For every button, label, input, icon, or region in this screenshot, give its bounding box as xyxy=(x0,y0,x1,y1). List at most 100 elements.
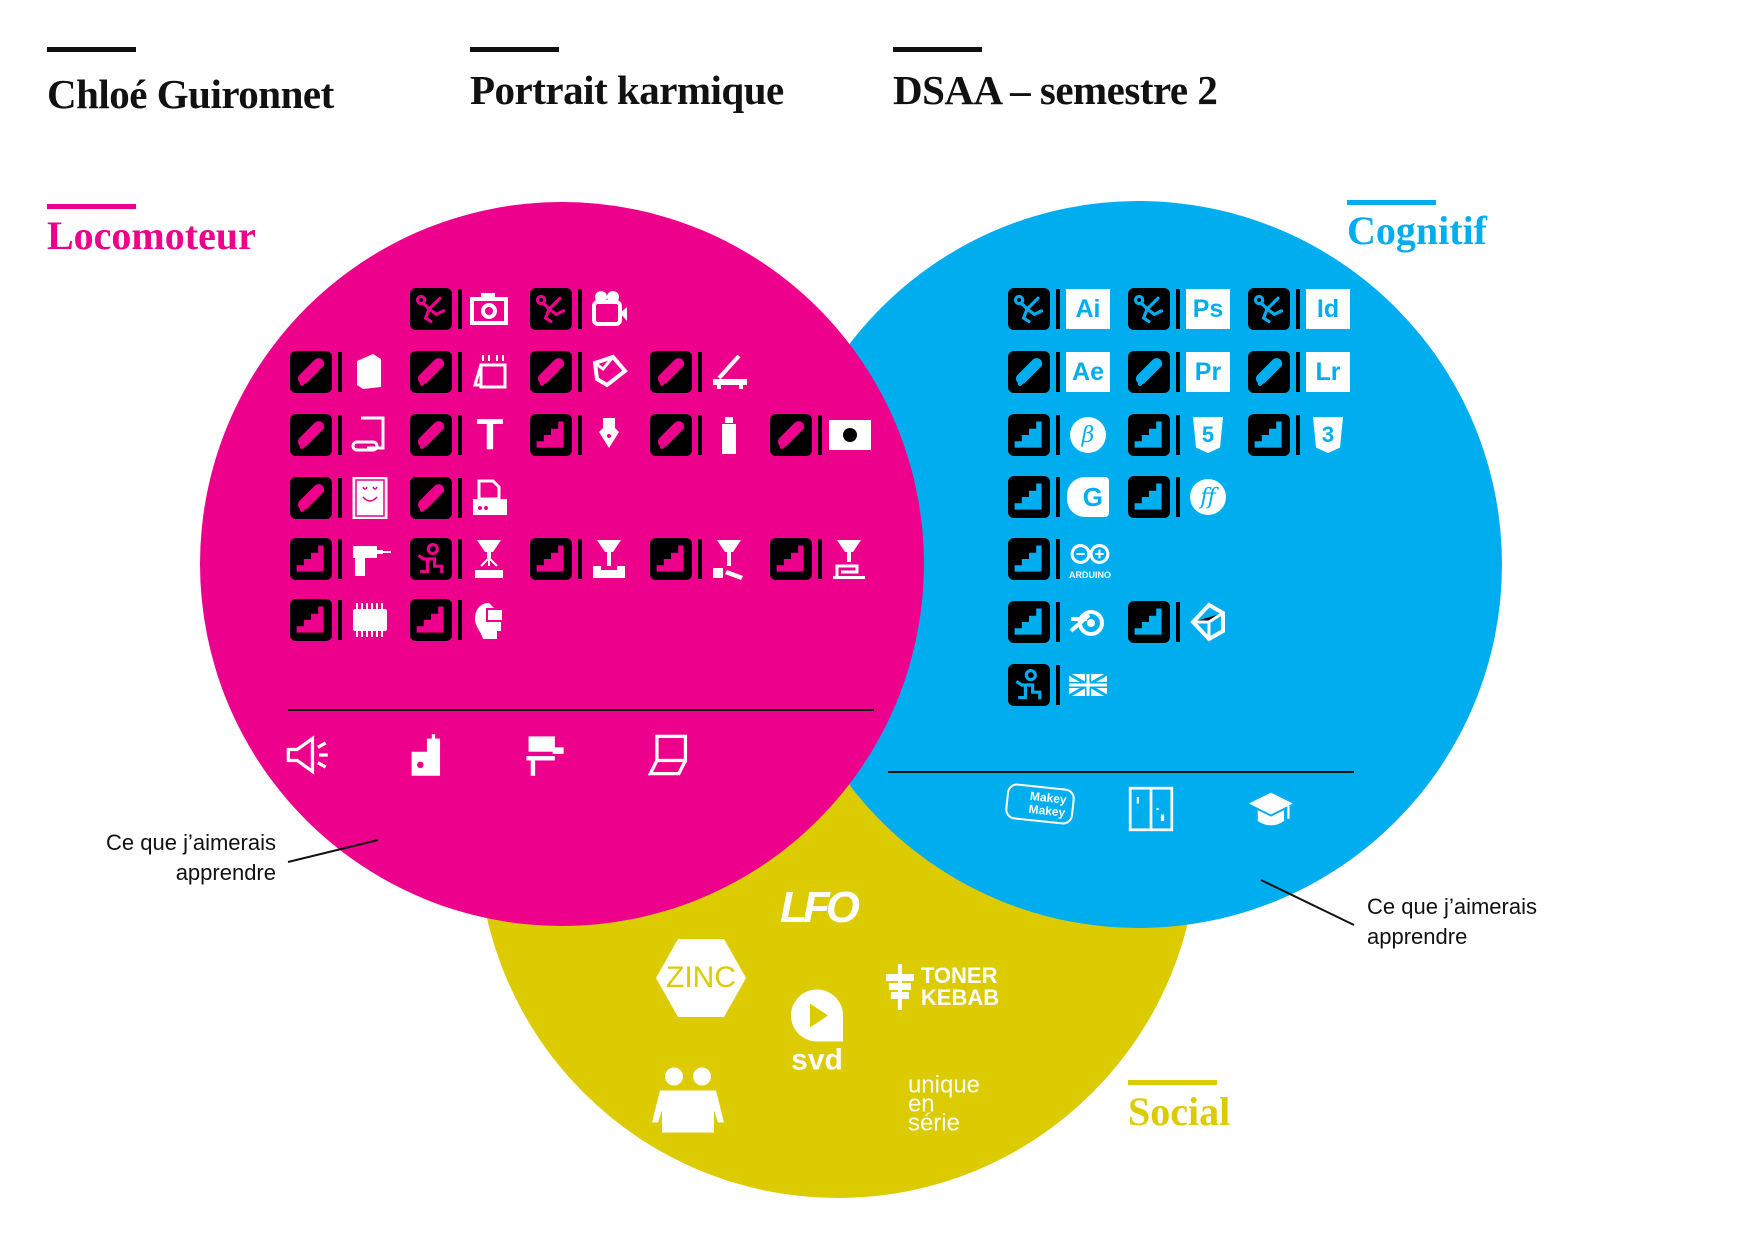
divider xyxy=(338,415,342,455)
sewing-machine-icon xyxy=(405,732,451,778)
figure-sitting-icon xyxy=(410,538,452,580)
cognitif-skill-fontforge: ff xyxy=(1128,475,1230,519)
stairs-icon xyxy=(1008,538,1050,580)
unique-en-serie-logo: unique en série xyxy=(907,1071,981,1137)
fontforge-icon: ff xyxy=(1186,476,1230,518)
cnc-mill-icon xyxy=(588,538,632,580)
zinc-logo: ZINC xyxy=(656,939,746,1017)
locomoteur-rule xyxy=(47,204,136,209)
note-right-line-1: Ce que j’aimerais xyxy=(1367,894,1537,919)
locomoteur-skill-smiley-drawing xyxy=(290,476,392,520)
locomoteur-label: Locomoteur xyxy=(47,213,256,258)
typography-icon: T xyxy=(476,410,504,459)
divider xyxy=(1056,477,1060,517)
spray-can-icon xyxy=(708,414,752,456)
people-icon xyxy=(650,1067,726,1138)
lightroom-label: Lr xyxy=(1306,352,1350,392)
divider xyxy=(1176,289,1180,329)
illustrator-label: Ai xyxy=(1066,289,1110,329)
vr-headset-icon xyxy=(468,599,512,641)
skateboard-icon xyxy=(1248,351,1290,393)
locomoteur-skill-vr-headset xyxy=(410,598,512,642)
megaphone-icon xyxy=(284,732,330,778)
divider xyxy=(1176,352,1180,392)
microchip-icon xyxy=(348,599,392,641)
skateboard-icon xyxy=(650,351,692,393)
indesign-icon: Id xyxy=(1306,288,1350,330)
locomoteur-skill-laser-cutter xyxy=(410,537,512,581)
stairs-icon xyxy=(530,538,572,580)
camera-icon xyxy=(468,288,512,330)
canvas-frame-icon xyxy=(468,351,512,393)
stairs-icon xyxy=(1248,414,1290,456)
cognitif-skill-illustrator: Ai xyxy=(1008,287,1110,331)
premiere-icon: Pr xyxy=(1186,351,1230,393)
stairs-icon xyxy=(1128,601,1170,643)
cognitif-label: Cognitif xyxy=(1347,208,1487,253)
project-title: Portrait karmique xyxy=(470,67,784,113)
divider xyxy=(458,539,462,579)
paper-cutter-icon xyxy=(708,351,752,393)
locomoteur-skill-sticker xyxy=(770,413,872,457)
skateboard-icon xyxy=(290,351,332,393)
photoshop-icon: Ps xyxy=(1186,288,1230,330)
skateboard-icon xyxy=(530,351,572,393)
divider xyxy=(698,415,702,455)
divider xyxy=(1056,665,1060,705)
zinc-logo-text: ZINC xyxy=(666,961,736,994)
social-rule xyxy=(1128,1080,1217,1085)
svd-text: svd xyxy=(791,1043,843,1077)
divider xyxy=(1296,352,1300,392)
divider xyxy=(1296,415,1300,455)
toner-text: TONER xyxy=(920,963,998,988)
locomoteur-skill-spray-can xyxy=(650,413,752,457)
skateboard-icon xyxy=(650,414,692,456)
stairs-icon xyxy=(770,538,812,580)
serie-text: série xyxy=(907,1109,960,1137)
kebab-skewer-icon xyxy=(885,964,914,1010)
laser-cutter-icon xyxy=(468,538,512,580)
cognitif-skill-arduino: ARDUINO xyxy=(1008,537,1114,581)
video-camera-icon xyxy=(588,288,632,330)
divider xyxy=(1056,352,1060,392)
uk-flag-icon xyxy=(1066,664,1110,706)
sticker-icon xyxy=(828,414,872,456)
stairs-icon xyxy=(530,414,572,456)
divider xyxy=(458,289,462,329)
divider xyxy=(1056,415,1060,455)
skateboard-icon xyxy=(1008,351,1050,393)
cognitif-skill-photoshop: Ps xyxy=(1128,287,1230,331)
stairs-icon xyxy=(1008,476,1050,518)
skateboard-icon xyxy=(770,414,812,456)
lightroom-icon: Lr xyxy=(1306,351,1350,393)
divider xyxy=(1176,415,1180,455)
locomoteur-skill-video-camera xyxy=(530,287,632,331)
svd-logo: svd xyxy=(790,989,844,1077)
premiere-label: Pr xyxy=(1186,352,1230,392)
illustrator-icon: Ai xyxy=(1066,288,1110,330)
divider xyxy=(1056,289,1060,329)
note-left-pointer xyxy=(287,839,379,863)
header-rule-1 xyxy=(47,47,136,52)
cnc-router-icon xyxy=(708,538,752,580)
kebab-text: KEBAB xyxy=(920,985,1000,1010)
locomoteur-skill-paper-roll xyxy=(290,413,392,457)
heat-press-icon xyxy=(522,732,568,778)
figure-running-icon xyxy=(410,288,452,330)
cognitif-skill-after-effects: Ae xyxy=(1008,350,1110,394)
locomoteur-skill-cube xyxy=(530,350,632,394)
social-label: Social xyxy=(1128,1089,1231,1134)
header-rule-3 xyxy=(893,47,982,52)
divider xyxy=(578,352,582,392)
divider xyxy=(578,289,582,329)
divider xyxy=(458,478,462,518)
divider xyxy=(578,539,582,579)
locomoteur-skill-microchip xyxy=(290,598,392,642)
divider xyxy=(458,415,462,455)
locomoteur-skill-3d-printer xyxy=(770,537,872,581)
divider xyxy=(1176,602,1180,642)
unique-text: unique xyxy=(907,1071,981,1099)
skateboard-icon xyxy=(290,477,332,519)
divider xyxy=(458,352,462,392)
